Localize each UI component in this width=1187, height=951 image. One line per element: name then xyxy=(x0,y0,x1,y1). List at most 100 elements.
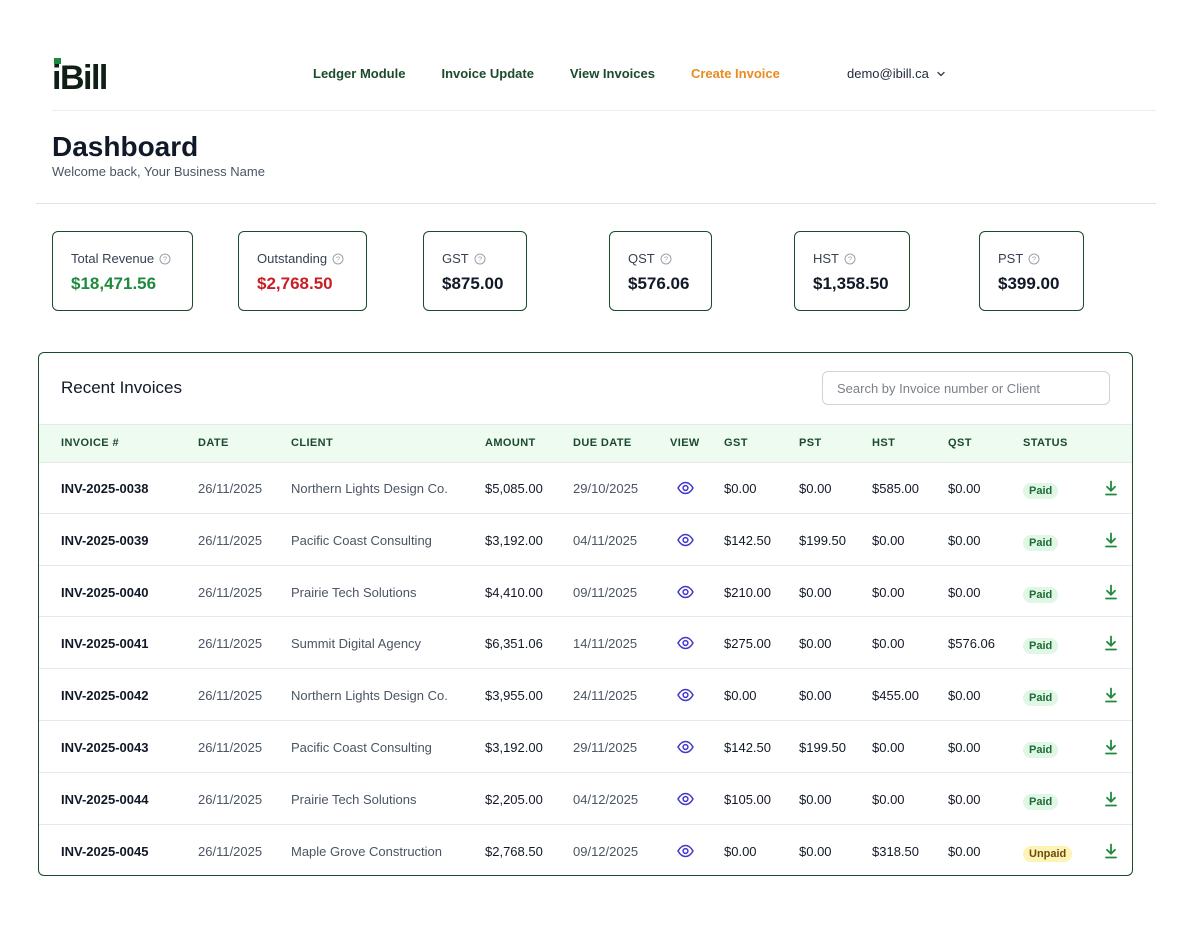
page-title: Dashboard xyxy=(52,131,199,162)
download-icon[interactable] xyxy=(1104,480,1118,496)
cell-gst: $275.00 xyxy=(724,636,771,652)
cell-gst: $0.00 xyxy=(724,843,757,859)
invoice-rows: INV-2025-0038 26/11/2025 Northern Lights… xyxy=(39,462,1132,875)
table-row[interactable]: INV-2025-0042 26/11/2025 Northern Lights… xyxy=(39,669,1132,721)
main-nav: Ledger Module Invoice Update View Invoic… xyxy=(313,66,816,81)
stat-label: Total Revenue xyxy=(71,251,155,266)
col-status[interactable]: STATUS xyxy=(1023,437,1068,449)
table-row[interactable]: INV-2025-0045 26/11/2025 Maple Grove Con… xyxy=(39,825,1132,875)
cell-qst: $0.00 xyxy=(948,481,981,496)
cell-pst: $0.00 xyxy=(799,843,832,859)
table-row[interactable]: INV-2025-0043 26/11/2025 Pacific Coast C… xyxy=(39,721,1132,773)
logo-text: iBill xyxy=(52,59,107,95)
svg-text:?: ? xyxy=(336,254,340,263)
nav-ledger-module[interactable]: Ledger Module xyxy=(313,66,406,81)
stat-label: Outstanding xyxy=(257,251,328,266)
cell-client: Pacific Coast Consulting xyxy=(291,739,432,755)
download-icon[interactable] xyxy=(1104,635,1118,651)
cell-invoice-number[interactable]: INV-2025-0039 xyxy=(61,532,149,548)
cell-invoice-number[interactable]: INV-2025-0042 xyxy=(61,688,149,704)
view-eye-icon[interactable] xyxy=(677,636,694,650)
help-icon[interactable]: ? xyxy=(474,253,486,265)
stat-card-qst: QST ? $576.06 xyxy=(609,231,712,311)
stat-value: $1,358.50 xyxy=(813,274,889,293)
cell-gst: $105.00 xyxy=(724,791,771,807)
cell-client: Pacific Coast Consulting xyxy=(291,532,432,548)
view-eye-icon[interactable] xyxy=(677,844,694,858)
cell-client: Northern Lights Design Co. xyxy=(291,688,448,704)
table-row[interactable]: INV-2025-0039 26/11/2025 Pacific Coast C… xyxy=(39,514,1132,566)
help-icon[interactable]: ? xyxy=(159,253,171,265)
cell-date: 26/11/2025 xyxy=(198,636,263,652)
nav-view-invoices[interactable]: View Invoices xyxy=(569,66,655,81)
download-icon[interactable] xyxy=(1104,739,1118,755)
download-icon[interactable] xyxy=(1104,687,1118,703)
view-eye-icon[interactable] xyxy=(677,481,694,495)
col-date[interactable]: DATE xyxy=(198,437,229,449)
view-eye-icon[interactable] xyxy=(677,688,694,702)
table-row[interactable]: INV-2025-0041 26/11/2025 Summit Digital … xyxy=(39,617,1132,670)
stat-label: QST xyxy=(628,251,655,266)
svg-text:?: ? xyxy=(478,254,482,263)
cell-date: 26/11/2025 xyxy=(198,532,263,548)
cell-qst: $0.00 xyxy=(948,584,981,600)
col-hst[interactable]: HST xyxy=(872,437,896,449)
nav-invoice-update[interactable]: Invoice Update xyxy=(441,66,534,81)
stat-card-outstanding: Outstanding ? $2,768.50 xyxy=(238,231,367,311)
col-amount[interactable]: AMOUNT xyxy=(485,437,536,449)
cell-hst: $0.00 xyxy=(872,532,905,548)
download-icon[interactable] xyxy=(1104,843,1118,859)
cell-qst: $0.00 xyxy=(948,843,981,859)
download-icon[interactable] xyxy=(1104,584,1118,600)
col-pst[interactable]: PST xyxy=(799,437,822,449)
cell-invoice-number[interactable]: INV-2025-0040 xyxy=(61,584,149,600)
cell-invoice-number[interactable]: INV-2025-0043 xyxy=(61,739,149,755)
cell-pst: $0.00 xyxy=(799,481,832,496)
cell-gst: $210.00 xyxy=(724,584,771,600)
cell-pst: $0.00 xyxy=(799,584,832,600)
cell-invoice-number[interactable]: INV-2025-0044 xyxy=(61,791,149,807)
cell-invoice-number[interactable]: INV-2025-0041 xyxy=(61,636,149,652)
cell-pst: $0.00 xyxy=(799,636,832,652)
stat-value: $18,471.56 xyxy=(71,274,157,293)
cell-pst: $199.50 xyxy=(799,532,846,548)
help-icon[interactable]: ? xyxy=(660,253,672,265)
top-header: iBill Ledger Module Invoice Update View … xyxy=(52,52,1156,111)
nav-create-invoice[interactable]: Create Invoice xyxy=(690,66,780,81)
view-eye-icon[interactable] xyxy=(677,533,694,547)
table-row[interactable]: INV-2025-0040 26/11/2025 Prairie Tech So… xyxy=(39,566,1132,618)
chevron-down-icon xyxy=(937,71,945,76)
col-qst[interactable]: QST xyxy=(948,437,972,449)
cell-amount: $2,768.50 xyxy=(485,843,543,859)
help-icon[interactable]: ? xyxy=(332,253,344,265)
svg-text:?: ? xyxy=(163,254,167,263)
view-eye-icon[interactable] xyxy=(677,585,694,599)
stat-value: $2,768.50 xyxy=(257,274,333,293)
search-input[interactable] xyxy=(822,371,1110,405)
ibill-logo[interactable]: iBill xyxy=(52,55,124,95)
view-eye-icon[interactable] xyxy=(677,740,694,754)
cell-invoice-number[interactable]: INV-2025-0038 xyxy=(61,481,149,496)
table-row[interactable]: INV-2025-0044 26/11/2025 Prairie Tech So… xyxy=(39,773,1132,825)
col-gst[interactable]: GST xyxy=(724,437,748,449)
stat-label: HST xyxy=(813,251,839,266)
view-eye-icon[interactable] xyxy=(677,792,694,806)
col-client[interactable]: CLIENT xyxy=(291,437,334,449)
help-icon[interactable]: ? xyxy=(844,253,856,265)
cell-due-date: 04/11/2025 xyxy=(573,532,638,548)
cell-amount: $6,351.06 xyxy=(485,636,543,652)
cell-due-date: 29/10/2025 xyxy=(573,481,639,496)
help-icon[interactable]: ? xyxy=(1028,253,1040,265)
cell-pst: $199.50 xyxy=(799,739,846,755)
cell-due-date: 09/11/2025 xyxy=(573,584,638,600)
cell-invoice-number[interactable]: INV-2025-0045 xyxy=(61,843,149,859)
col-invoice[interactable]: INVOICE # xyxy=(61,437,120,449)
user-menu[interactable]: demo@ibill.ca xyxy=(847,66,946,81)
download-icon[interactable] xyxy=(1104,532,1118,548)
table-row[interactable]: INV-2025-0038 26/11/2025 Northern Lights… xyxy=(39,462,1132,514)
stat-label: PST xyxy=(998,251,1024,266)
col-due-date[interactable]: DUE DATE xyxy=(573,437,632,449)
svg-text:?: ? xyxy=(664,254,668,263)
download-icon[interactable] xyxy=(1104,791,1118,807)
svg-text:?: ? xyxy=(848,254,852,263)
